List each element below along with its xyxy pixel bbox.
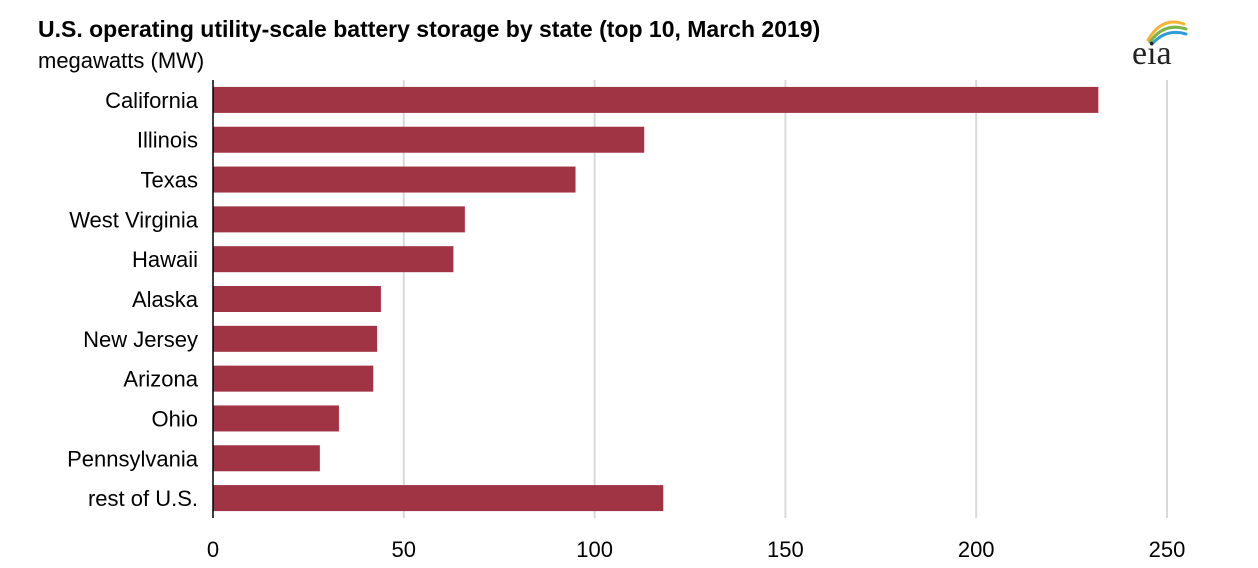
bar-pennsylvania bbox=[213, 445, 320, 472]
logo-arc-blue bbox=[1150, 30, 1188, 46]
logo-text: eia bbox=[1132, 35, 1172, 70]
chart-subtitle: megawatts (MW) bbox=[38, 48, 205, 73]
bar-alaska bbox=[213, 286, 381, 312]
category-label: Arizona bbox=[123, 367, 198, 392]
category-labels: California Illinois Texas West Virginia Hawa… bbox=[67, 88, 199, 511]
bar-new-jersey bbox=[213, 325, 378, 352]
logo-arc-green bbox=[1148, 25, 1188, 44]
bar-california bbox=[213, 86, 1099, 113]
category-label: New Jersey bbox=[83, 327, 198, 352]
chart-title: U.S. operating utility-scale battery sto… bbox=[38, 16, 821, 42]
bar-west-virginia bbox=[213, 206, 465, 233]
bar-ohio bbox=[213, 405, 339, 432]
category-label: Alaska bbox=[132, 287, 199, 312]
grid-lines bbox=[402, 80, 1168, 518]
x-tick-label: 150 bbox=[767, 537, 804, 562]
bar-rest-of-u-s- bbox=[213, 485, 664, 512]
category-label: Texas bbox=[141, 168, 198, 193]
category-label: Hawaii bbox=[132, 247, 198, 272]
category-label: Illinois bbox=[137, 128, 198, 153]
tick-labels: 0 50 100 150 200 250 bbox=[207, 537, 1185, 562]
x-tick-label: 250 bbox=[1149, 537, 1186, 562]
category-label: California bbox=[105, 88, 199, 113]
category-label: Pennsylvania bbox=[67, 446, 199, 471]
x-tick-label: 200 bbox=[958, 537, 995, 562]
x-tick-label: 0 bbox=[207, 537, 219, 562]
x-tick-label: 100 bbox=[576, 537, 613, 562]
category-label: Ohio bbox=[152, 406, 198, 431]
logo-arc-yellow bbox=[1146, 20, 1186, 42]
bar-hawaii bbox=[213, 246, 454, 273]
category-label: rest of U.S. bbox=[88, 486, 198, 511]
eia-logo-icon: eia bbox=[1132, 20, 1188, 70]
x-tick-label: 50 bbox=[392, 537, 416, 562]
category-label: West Virginia bbox=[69, 207, 199, 232]
bar-illinois bbox=[213, 126, 645, 153]
bar-arizona bbox=[213, 365, 374, 392]
bar-texas bbox=[213, 166, 576, 193]
bars bbox=[213, 86, 1099, 512]
